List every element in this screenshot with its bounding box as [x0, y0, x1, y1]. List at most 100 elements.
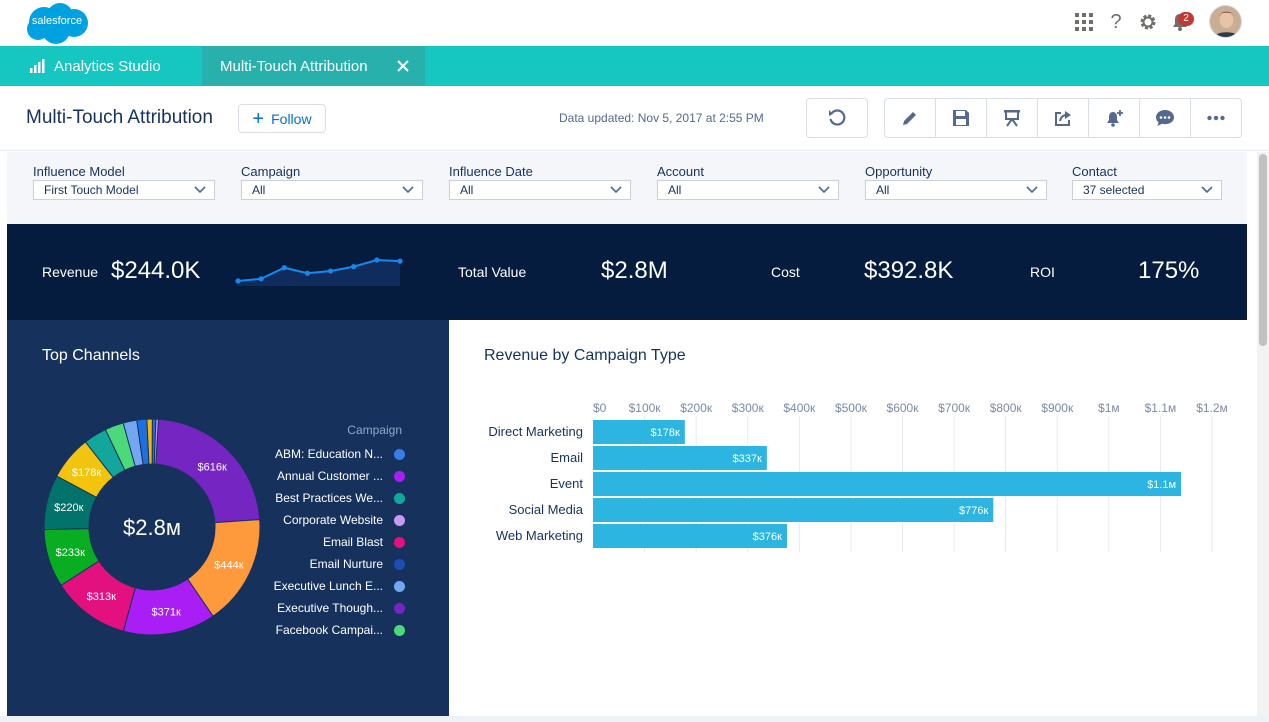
bar[interactable] — [593, 420, 685, 444]
sparkline-point — [374, 257, 380, 263]
category-label: Email — [550, 450, 583, 465]
sparkline-point — [351, 264, 357, 270]
settings-icon[interactable] — [1136, 10, 1160, 34]
filter-label: Opportunity — [865, 164, 933, 179]
legend-label: Best Practices We... — [275, 491, 383, 505]
filter-account: Account All — [657, 164, 839, 200]
donut-slice[interactable] — [153, 418, 160, 465]
total-value: $2.8M — [601, 257, 668, 284]
top-channels-panel: Top Channels $616к $444к $371к $313к $233к $2… — [7, 320, 449, 722]
influence-date-select[interactable]: All — [449, 180, 631, 200]
filter-influence-model: Influence Model First Touch Model — [33, 164, 215, 200]
notify-button[interactable] — [1089, 99, 1140, 137]
legend-label: Annual Customer ... — [276, 469, 383, 483]
bar-value-label: $376к — [753, 531, 782, 543]
follow-label: Follow — [271, 110, 312, 127]
plus-icon: + — [252, 107, 265, 130]
app-name-label: Analytics Studio — [54, 57, 161, 75]
dashboard-header: Multi-Touch Attribution + Follow Data up… — [0, 86, 1269, 151]
more-button[interactable] — [1191, 99, 1241, 137]
legend-item[interactable]: Email Blast — [245, 534, 405, 552]
legend-item[interactable]: Corporate Website — [245, 512, 405, 530]
chevron-down-icon — [402, 186, 414, 194]
revenue-by-campaign-title: Revenue by Campaign Type — [484, 347, 686, 364]
legend-item[interactable]: Executive Lunch E... — [245, 578, 405, 596]
top-channels-donut[interactable]: $616к $444к $371к $313к $233к $220к $178к $2.8м — [41, 416, 263, 638]
x-tick-label: $900к — [1041, 401, 1074, 415]
app-name[interactable]: Analytics Studio — [30, 46, 161, 86]
sparkline-line — [237, 258, 401, 282]
share-icon — [1055, 111, 1071, 126]
bottom-edge — [0, 716, 1269, 722]
slice-label: $444к — [214, 559, 243, 571]
more-icon — [1207, 115, 1225, 121]
x-tick-label: $1м — [1098, 401, 1120, 415]
chevron-down-icon — [1201, 186, 1213, 194]
legend-item[interactable]: ABM: Education N... — [245, 446, 405, 464]
category-label: Direct Marketing — [488, 424, 583, 439]
roi-label: ROI — [1030, 264, 1055, 280]
bar[interactable] — [593, 524, 787, 548]
chevron-down-icon — [194, 186, 206, 194]
campaign-select[interactable]: All — [241, 180, 423, 200]
roi-value: 175% — [1138, 257, 1200, 284]
filter-opportunity: Opportunity All — [865, 164, 1047, 200]
legend-swatch — [394, 603, 405, 614]
sparkline-point — [235, 278, 241, 284]
bar[interactable] — [593, 498, 994, 522]
page-scrollbar[interactable] — [1257, 152, 1269, 722]
filter-label: Contact — [1072, 164, 1117, 179]
legend-swatch — [394, 559, 405, 570]
bar[interactable] — [593, 472, 1182, 496]
revenue-value: $244.0K — [111, 257, 201, 284]
slice-label: $616к — [198, 461, 227, 473]
user-avatar[interactable] — [1209, 5, 1242, 38]
follow-button[interactable]: + Follow — [238, 104, 326, 133]
edit-button[interactable] — [885, 99, 936, 137]
legend-swatch — [394, 515, 405, 526]
slice-label: $371к — [151, 606, 180, 618]
account-select[interactable]: All — [657, 180, 839, 200]
present-icon — [1004, 110, 1020, 127]
legend-item[interactable]: Annual Customer ... — [245, 468, 405, 486]
chevron-down-icon — [610, 186, 622, 194]
scrollbar-thumb[interactable] — [1259, 154, 1267, 346]
influence-model-select[interactable]: First Touch Model — [33, 180, 215, 200]
edit-icon — [903, 112, 916, 125]
category-label: Web Marketing — [496, 528, 583, 543]
filter-label: Account — [657, 164, 704, 179]
close-icon[interactable] — [395, 58, 411, 74]
app-launcher-icon[interactable] — [1072, 10, 1096, 34]
filter-value: All — [460, 183, 474, 197]
undo-button[interactable] — [806, 98, 868, 138]
bar[interactable] — [593, 446, 767, 470]
slice-label: $178к — [72, 467, 101, 479]
filter-value: First Touch Model — [44, 183, 139, 197]
legend-label: Executive Lunch E... — [273, 579, 383, 593]
revenue-by-campaign-chart[interactable]: $0 $100к $200к $300к $400к $500к $600к $700к $80… — [449, 390, 1239, 560]
comment-button[interactable] — [1140, 99, 1191, 137]
share-button[interactable] — [1038, 99, 1089, 137]
legend-item[interactable]: Best Practices We... — [245, 490, 405, 508]
present-button[interactable] — [987, 99, 1038, 137]
data-updated-text: Data updated: Nov 5, 2017 at 2:55 PM — [559, 111, 764, 125]
save-button[interactable] — [936, 99, 987, 137]
filter-value: All — [668, 183, 682, 197]
filter-bar: Influence Model First Touch Model Campai… — [7, 152, 1247, 224]
x-tick-label: $500к — [835, 401, 868, 415]
contact-select[interactable]: 37 selected — [1072, 180, 1222, 200]
slice-label: $233к — [56, 547, 85, 559]
legend-item[interactable]: Facebook Campai... — [245, 622, 405, 640]
x-tick-label: $400к — [783, 401, 816, 415]
legend-item[interactable]: Email Nurture — [245, 556, 405, 574]
tab-label: Multi-Touch Attribution — [220, 57, 368, 75]
legend-item[interactable]: Executive Though... — [245, 600, 405, 618]
tab-multi-touch-attribution[interactable]: Multi-Touch Attribution — [202, 46, 425, 86]
salesforce-logo[interactable]: salesforce — [24, 2, 90, 46]
bar-value-label: $1.1м — [1147, 479, 1176, 491]
opportunity-select[interactable]: All — [865, 180, 1047, 200]
help-icon[interactable]: ? — [1110, 10, 1122, 33]
sparkline-point — [304, 270, 311, 276]
x-tick-label: $1.2м — [1196, 401, 1228, 415]
